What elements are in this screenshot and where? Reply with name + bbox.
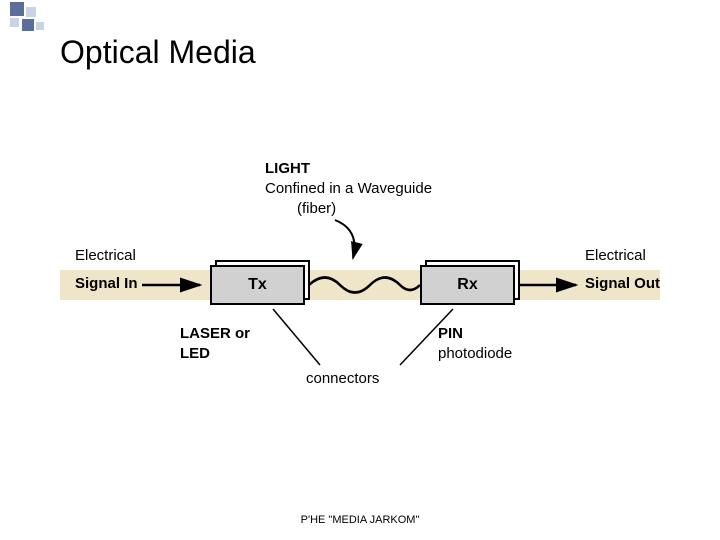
fiber-label: (fiber) — [297, 200, 336, 217]
signal-band — [60, 270, 660, 300]
tx-box: Tx — [210, 265, 305, 305]
deco-square — [26, 7, 36, 17]
pin-label-2: photodiode — [438, 345, 512, 362]
laser-label-1: LASER or — [180, 325, 250, 342]
signal-out-label: Signal Out — [585, 275, 660, 292]
fiber-wave — [309, 278, 420, 293]
optical-media-diagram: LIGHT Confined in a Waveguide (fiber) El… — [60, 150, 660, 430]
waveguide-label: Confined in a Waveguide — [265, 180, 432, 197]
laser-label-2: LED — [180, 345, 210, 362]
rx-box: Rx — [420, 265, 515, 305]
tx-connector-line — [273, 309, 320, 365]
electrical-right-label: Electrical — [585, 247, 646, 264]
light-label: LIGHT — [265, 160, 310, 177]
slide-title: Optical Media — [60, 34, 256, 71]
electrical-left-label: Electrical — [75, 247, 136, 264]
deco-square — [10, 2, 24, 16]
deco-square — [22, 19, 34, 31]
deco-square — [36, 22, 44, 30]
deco-square — [10, 18, 19, 27]
slide-footer: P'HE "MEDIA JARKOM" — [0, 514, 720, 526]
connectors-label: connectors — [306, 370, 379, 387]
slide-decoration — [0, 0, 720, 24]
signal-in-label: Signal In — [75, 275, 138, 292]
fiber-pointer — [335, 220, 355, 258]
pin-label-1: PIN — [438, 325, 463, 342]
